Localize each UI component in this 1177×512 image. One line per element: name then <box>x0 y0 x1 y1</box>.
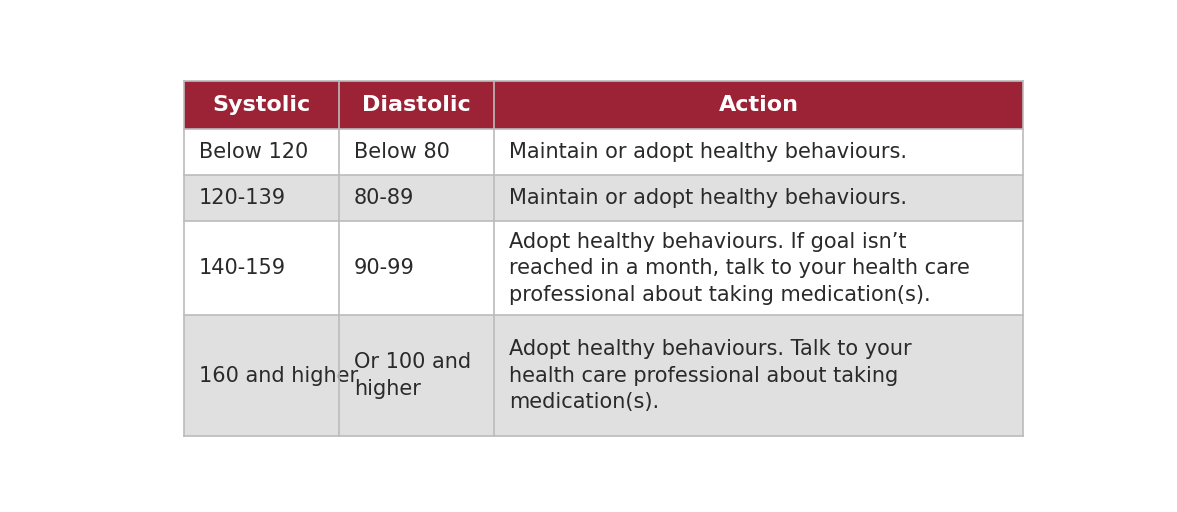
Text: Diastolic: Diastolic <box>363 95 471 115</box>
Text: Or 100 and
higher: Or 100 and higher <box>354 352 471 399</box>
Text: Action: Action <box>718 95 798 115</box>
Bar <box>339 221 494 315</box>
Bar <box>494 81 1023 129</box>
Bar <box>184 221 339 315</box>
Bar <box>494 129 1023 175</box>
Bar <box>494 315 1023 436</box>
Bar <box>184 81 339 129</box>
Text: Below 80: Below 80 <box>354 142 450 162</box>
Text: 140-159: 140-159 <box>199 259 286 279</box>
Bar <box>339 315 494 436</box>
Bar <box>184 129 339 175</box>
Bar <box>339 175 494 221</box>
Text: 90-99: 90-99 <box>354 259 414 279</box>
Text: Systolic: Systolic <box>212 95 311 115</box>
Text: Maintain or adopt healthy behaviours.: Maintain or adopt healthy behaviours. <box>510 142 907 162</box>
Text: 160 and higher: 160 and higher <box>199 366 358 386</box>
Bar <box>494 175 1023 221</box>
Bar <box>184 175 339 221</box>
Text: Maintain or adopt healthy behaviours.: Maintain or adopt healthy behaviours. <box>510 188 907 208</box>
Text: 80-89: 80-89 <box>354 188 414 208</box>
Bar <box>494 221 1023 315</box>
Text: 120-139: 120-139 <box>199 188 286 208</box>
Text: Below 120: Below 120 <box>199 142 308 162</box>
Bar <box>339 129 494 175</box>
Text: Adopt healthy behaviours. If goal isn’t
reached in a month, talk to your health : Adopt healthy behaviours. If goal isn’t … <box>510 232 970 305</box>
Bar <box>184 315 339 436</box>
Bar <box>339 81 494 129</box>
Text: Adopt healthy behaviours. Talk to your
health care professional about taking
med: Adopt healthy behaviours. Talk to your h… <box>510 339 912 412</box>
